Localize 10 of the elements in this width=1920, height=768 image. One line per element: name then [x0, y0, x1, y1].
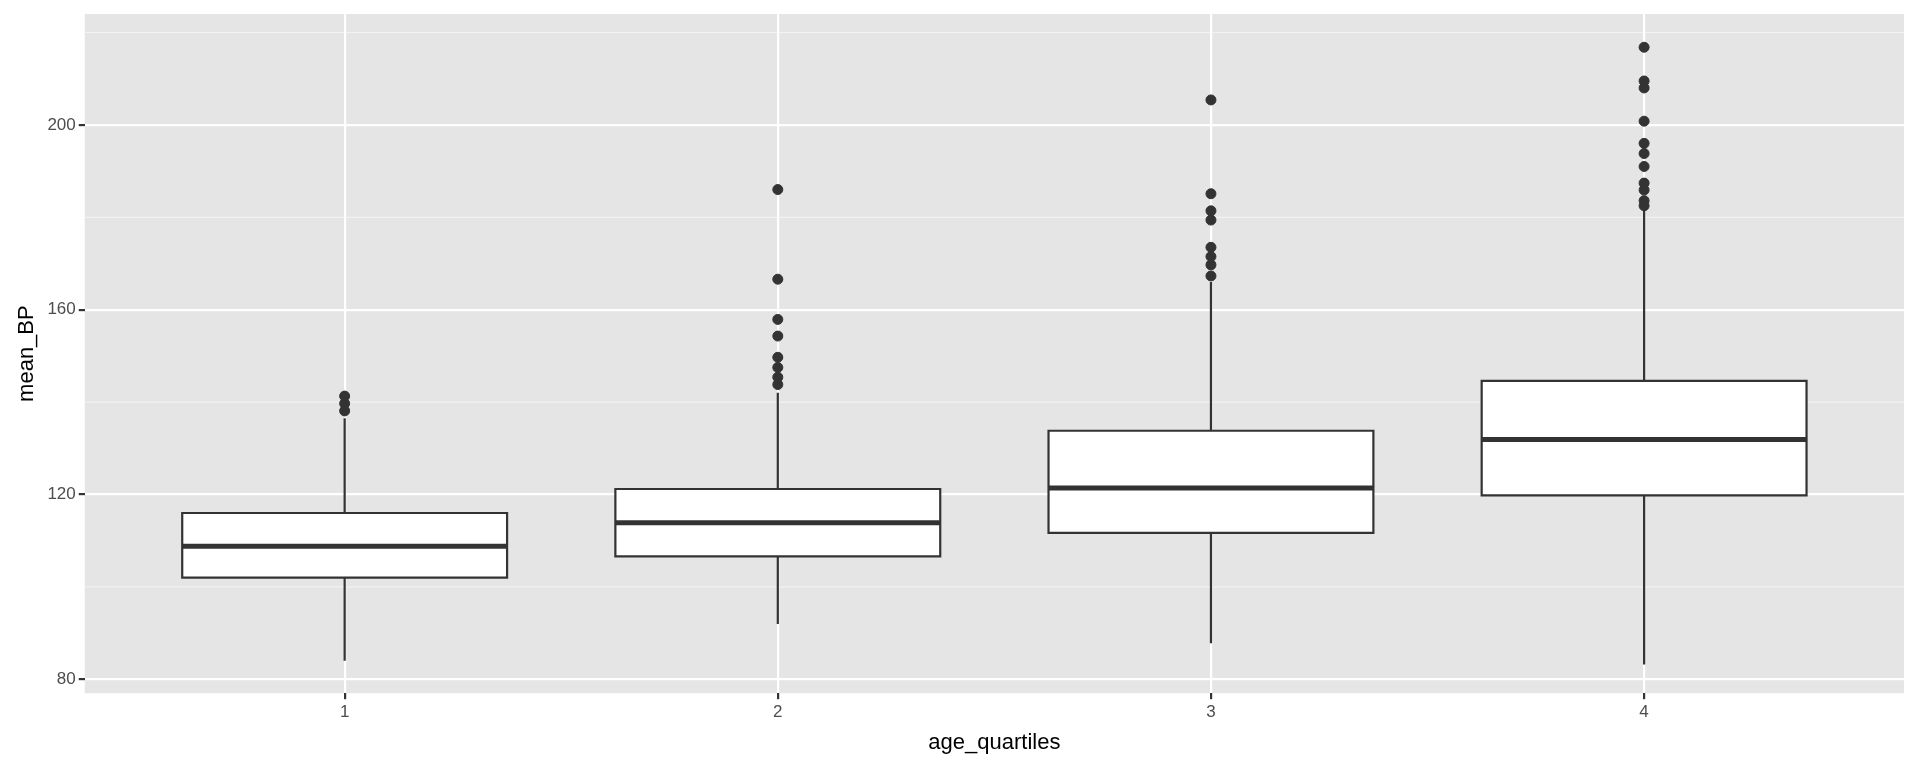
x-tick-label: 2 — [773, 702, 783, 722]
x-axis-title: age_quartiles — [928, 728, 1061, 754]
y-tick-label: 160 — [47, 299, 76, 319]
x-tick-label: 4 — [1639, 702, 1649, 722]
y-tick-label: 80 — [56, 669, 76, 689]
y-axis-title: mean_BP — [13, 305, 39, 402]
x-tick-label: 1 — [339, 702, 350, 722]
y-tick-label: 200 — [47, 114, 76, 134]
x-tick-label: 3 — [1206, 702, 1216, 722]
y-tick-label: 120 — [47, 484, 76, 504]
